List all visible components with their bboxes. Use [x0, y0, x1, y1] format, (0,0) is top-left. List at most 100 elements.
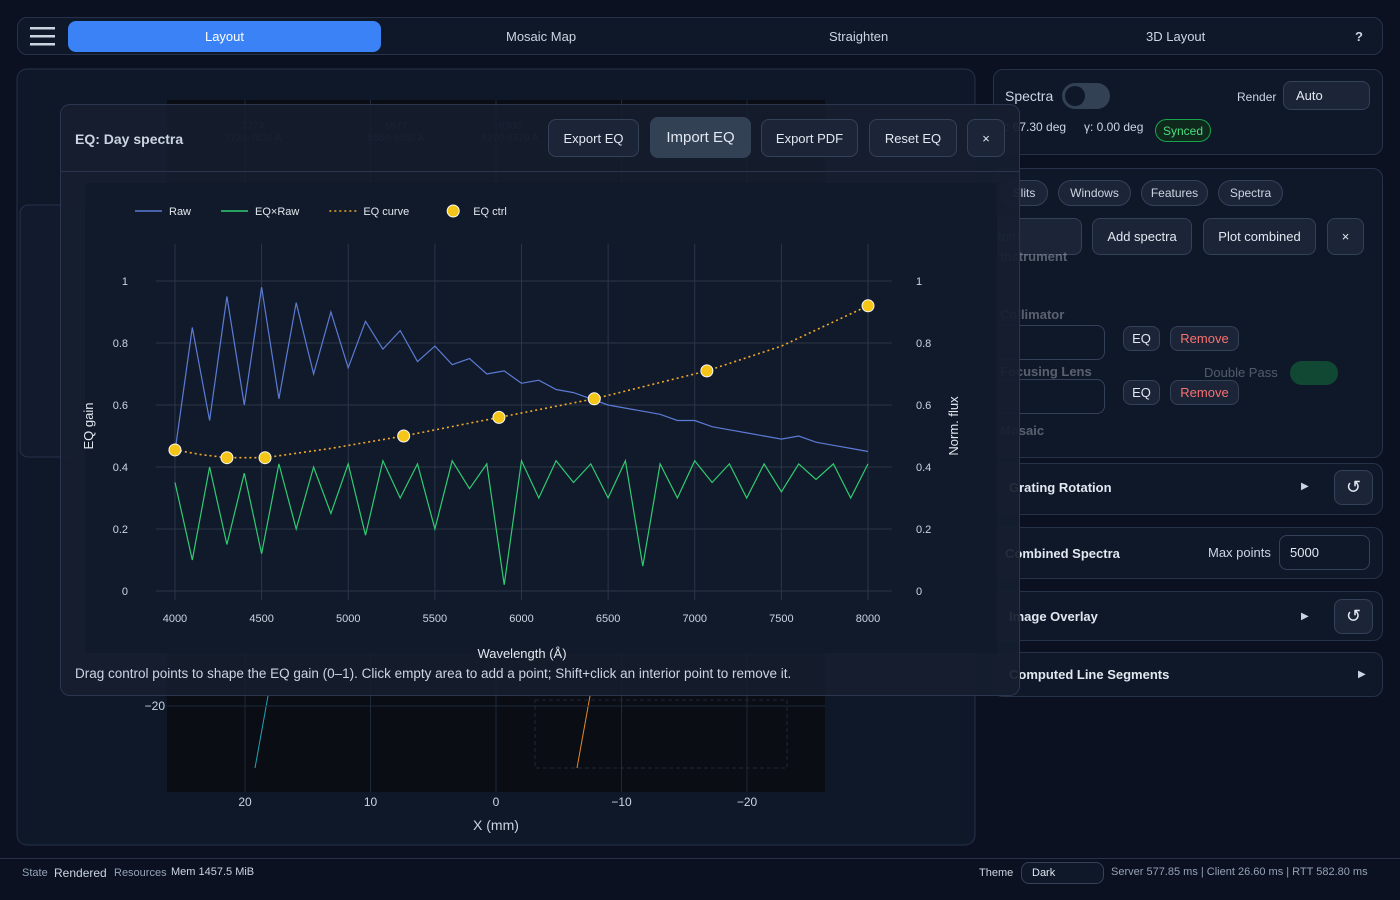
x-tick-label: 5000 — [336, 613, 360, 625]
x-tick-label: 20 — [238, 795, 252, 809]
hint: Drag control points to shape the EQ gain… — [75, 666, 792, 681]
y-tick-label: 0.2 — [113, 524, 128, 536]
section: Focusing Lens — [1000, 364, 1092, 379]
series-line — [174, 458, 869, 585]
toggle[interactable] — [1290, 361, 1338, 385]
tab[interactable]: 3D Layout — [1146, 29, 1206, 44]
eq-control-point — [700, 364, 714, 378]
x-tick-label: 8000 — [856, 613, 880, 625]
label: Render — [1237, 90, 1277, 104]
legend-label: EQ curve — [363, 206, 409, 218]
legend-label: EQ ctrl — [473, 206, 507, 218]
eq-chart: 4000 4500 5000 5500 6000 6500 7000 7500 8000 0 0.2… — [81, 183, 997, 661]
tab[interactable]: Layout — [68, 21, 381, 52]
x-tick-label: 7000 — [683, 613, 707, 625]
status-bar: State Rendered Resources Mem 1457.5 MiB … — [0, 858, 1400, 900]
x-tick-label: −20 — [737, 795, 758, 809]
eq-modal: EQ: Day spectra Export EQ Import EQ Expo… — [60, 104, 1020, 696]
chip[interactable]: Features — [1141, 180, 1208, 206]
input[interactable]: 5000 — [1279, 535, 1370, 570]
series-line — [174, 287, 869, 453]
ray — [576, 695, 591, 769]
x-tick-label: 5500 — [423, 613, 447, 625]
caret[interactable]: ▶ — [1358, 669, 1366, 680]
y2-tick-label: 0.8 — [916, 338, 931, 350]
button[interactable]: Remove — [1170, 380, 1239, 405]
y-tick-label: 0.6 — [113, 400, 128, 412]
x-tick-label: 6500 — [596, 613, 620, 625]
section[interactable]: Grating Rotation — [1009, 480, 1112, 495]
legend-label: Raw — [169, 206, 191, 218]
button[interactable]: Add spectra — [1092, 218, 1192, 255]
eq-control-point — [258, 451, 272, 465]
x-tick-label: 4000 — [163, 613, 187, 625]
eq-control-point — [492, 410, 506, 424]
timing: Server 577.85 ms | Client 26.60 ms | RTT… — [1111, 866, 1368, 878]
theme-select[interactable]: Dark — [1021, 862, 1104, 884]
y-tick-label: 0 — [122, 586, 128, 598]
x-axis-label: Wavelength (Å) — [477, 646, 566, 661]
region — [534, 699, 788, 769]
angle: γ: 0.00 deg — [1084, 120, 1144, 134]
ray — [254, 695, 269, 769]
label: Double Pass — [1204, 365, 1278, 380]
button[interactable]: EQ — [1123, 380, 1160, 405]
button[interactable]: EQ — [1123, 326, 1160, 351]
section-box — [993, 591, 1383, 641]
button[interactable]: × — [1327, 218, 1364, 255]
legend-symbol — [446, 204, 460, 218]
x-tick-label: 0 — [493, 795, 500, 809]
label: Theme — [979, 867, 1014, 879]
reset-button[interactable]: ↺ — [1334, 470, 1373, 505]
value: Mem 1457.5 MiB — [171, 866, 255, 878]
y2-tick-label: 0.4 — [916, 462, 931, 474]
y2-tick-label: 0 — [916, 586, 922, 598]
eq-control-point — [220, 451, 234, 465]
eq-control-point — [587, 392, 601, 406]
caret[interactable]: ▶ — [1301, 611, 1309, 622]
x-tick-label: 10 — [364, 795, 378, 809]
sync-pill: Synced — [1155, 119, 1211, 142]
button[interactable]: × — [967, 119, 1005, 157]
modal-title: EQ: Day spectra — [75, 131, 184, 147]
label: State — [22, 867, 48, 879]
label: Spectra — [1005, 88, 1054, 104]
button[interactable]: Reset EQ — [869, 119, 957, 157]
button[interactable]: Import EQ — [650, 117, 751, 158]
chip[interactable]: Windows — [1058, 180, 1131, 206]
section[interactable]: Computed Line Segments — [1009, 667, 1170, 682]
button[interactable]: Export EQ — [548, 119, 639, 157]
tab[interactable]: Mosaic Map — [506, 29, 577, 44]
help[interactable]: ? — [1355, 29, 1363, 44]
y2-tick-label: 0.6 — [916, 400, 931, 412]
y2-axis-label: Norm. flux — [946, 396, 961, 456]
x-tick-label: 7500 — [769, 613, 793, 625]
section-box — [993, 652, 1383, 697]
section[interactable]: Image Overlay — [1009, 609, 1098, 624]
menu-icon[interactable] — [30, 26, 56, 46]
legend-label: EQ×Raw — [255, 206, 299, 218]
value: Rendered — [54, 866, 107, 880]
render-select[interactable]: Auto — [1283, 81, 1370, 110]
x-tick-label: 4500 — [249, 613, 273, 625]
divider — [61, 171, 1019, 172]
x-tick-label: 6000 — [509, 613, 533, 625]
section[interactable]: Combined Spectra — [1005, 546, 1120, 561]
toggle[interactable] — [1062, 83, 1110, 109]
y2-tick-label: 1 — [916, 276, 922, 288]
button[interactable]: Remove — [1170, 326, 1239, 351]
y-axis-label: EQ gain — [81, 403, 96, 450]
y-tick-label: 0.8 — [113, 338, 128, 350]
reset-button[interactable]: ↺ — [1334, 599, 1373, 634]
button[interactable]: Export PDF — [761, 119, 858, 157]
chip[interactable]: Spectra — [1218, 180, 1283, 206]
caret[interactable]: ▶ — [1301, 481, 1309, 492]
y-tick-label: 0.4 — [113, 462, 128, 474]
tab[interactable]: Straighten — [829, 29, 889, 44]
x-axis-label: X (mm) — [473, 817, 519, 833]
chart-bg — [85, 183, 997, 653]
y2-tick-label: 0.2 — [916, 524, 931, 536]
button[interactable]: Plot combined — [1203, 218, 1316, 255]
label: Resources — [114, 867, 167, 879]
